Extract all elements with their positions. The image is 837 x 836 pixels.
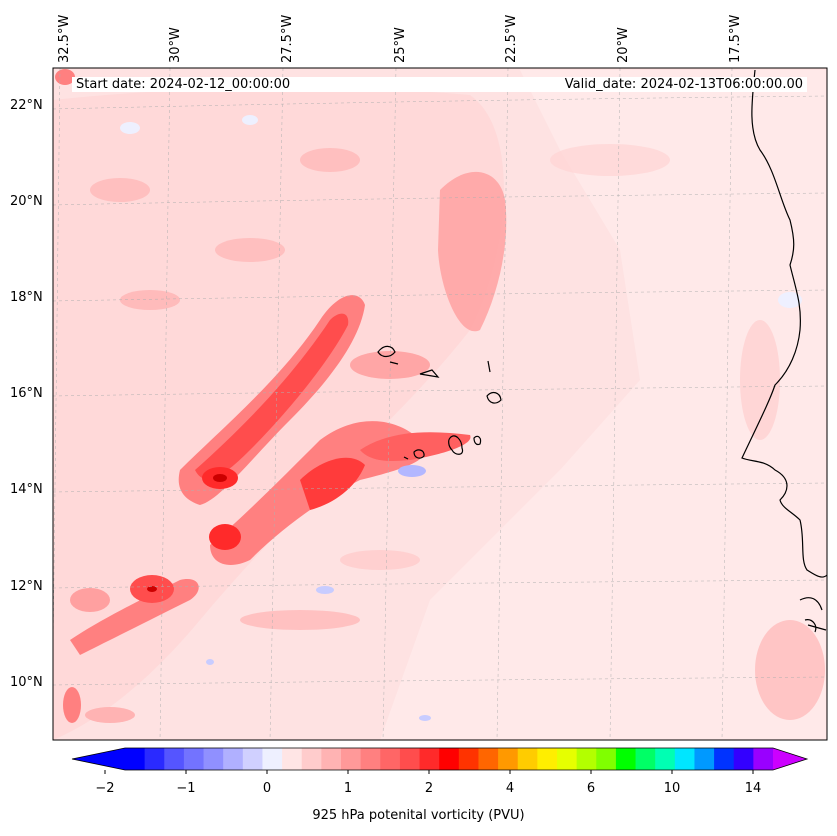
colorbar-label: 925 hPa potenital vorticity (PVU): [312, 808, 525, 823]
lat-tick-label: 18°N: [10, 290, 43, 305]
colorbar-segment: [458, 748, 480, 770]
colorbar-outline: [71, 747, 809, 771]
colorbar-tick-label: −2: [95, 781, 115, 796]
colorbar-extend-low: [72, 748, 125, 770]
colorbar-tick-label: −1: [176, 781, 196, 796]
cape-verde-islands: [377, 345, 502, 460]
colorbar-tick-label: 6: [586, 781, 596, 796]
colorbar-segment: [557, 748, 578, 770]
colorbar-segment: [419, 748, 440, 770]
lon-tick-label: 17.5°W: [728, 14, 743, 63]
colorbar-segment: [714, 748, 735, 770]
pv-field: [53, 69, 827, 740]
colorbar-segment: [655, 748, 676, 770]
colorbar-segment: [635, 748, 656, 770]
colorbar-segment: [517, 748, 538, 770]
colorbar-segment: [341, 748, 362, 770]
coastline: [741, 69, 828, 633]
start-date-annotation: Start date: 2024-02-12_00:00:00: [72, 77, 540, 92]
map-frame: [52, 67, 828, 741]
lat-tick-label: 12°N: [10, 579, 43, 594]
colorbar-segment: [144, 748, 165, 770]
colorbar-tick-label: 10: [663, 781, 681, 796]
colorbar-segment: [164, 748, 185, 770]
colorbar-segment: [223, 748, 244, 770]
colorbar-extend-high: [773, 748, 807, 770]
colorbar-segment: [125, 748, 146, 770]
colorbar-segment: [753, 748, 774, 770]
colorbar-segment: [615, 748, 637, 770]
colorbar-segment: [360, 748, 381, 770]
colorbar-segment: [203, 748, 224, 770]
colorbar-segment: [282, 748, 303, 770]
colorbar-segment: [242, 748, 264, 770]
colorbar-segment: [478, 748, 499, 770]
colorbar-segment: [262, 748, 283, 770]
lon-tick-label: 27.5°W: [280, 14, 295, 63]
colorbar-segment: [183, 748, 205, 770]
lat-tick-label: 10°N: [10, 675, 43, 690]
colorbar-segment: [733, 748, 754, 770]
lon-tick-label: 22.5°W: [504, 14, 519, 63]
lon-tick-label: 30°W: [168, 27, 183, 63]
colorbar-segment: [498, 748, 519, 770]
colorbar-segment: [321, 748, 342, 770]
colorbar-segment: [576, 748, 597, 770]
lon-tick-label: 32.5°W: [57, 14, 72, 63]
colorbar-tick-label: 1: [343, 781, 353, 796]
colorbar-segment: [694, 748, 715, 770]
valid-date-annotation: Valid_date: 2024-02-13T06:00:00.00: [532, 77, 807, 92]
colorbar-tick-label: 4: [505, 781, 515, 796]
lat-tick-label: 20°N: [10, 194, 43, 209]
colorbar-segment: [537, 748, 558, 770]
colorbar: [71, 747, 809, 774]
lon-tick-label: 25°W: [393, 27, 408, 63]
colorbar-segment: [674, 748, 696, 770]
colorbar-tick-label: 14: [744, 781, 762, 796]
colorbar-segment: [380, 748, 401, 770]
lat-tick-label: 14°N: [10, 482, 43, 497]
lat-tick-label: 16°N: [10, 386, 43, 401]
colorbar-segment: [439, 748, 460, 770]
colorbar-tick-label: 2: [424, 781, 434, 796]
lat-tick-label: 22°N: [10, 98, 43, 113]
colorbar-segment: [301, 748, 322, 770]
colorbar-segment: [596, 748, 617, 770]
colorbar-tick-label: 0: [262, 781, 272, 796]
lon-tick-label: 20°W: [616, 27, 631, 63]
colorbar-segment: [399, 748, 421, 770]
